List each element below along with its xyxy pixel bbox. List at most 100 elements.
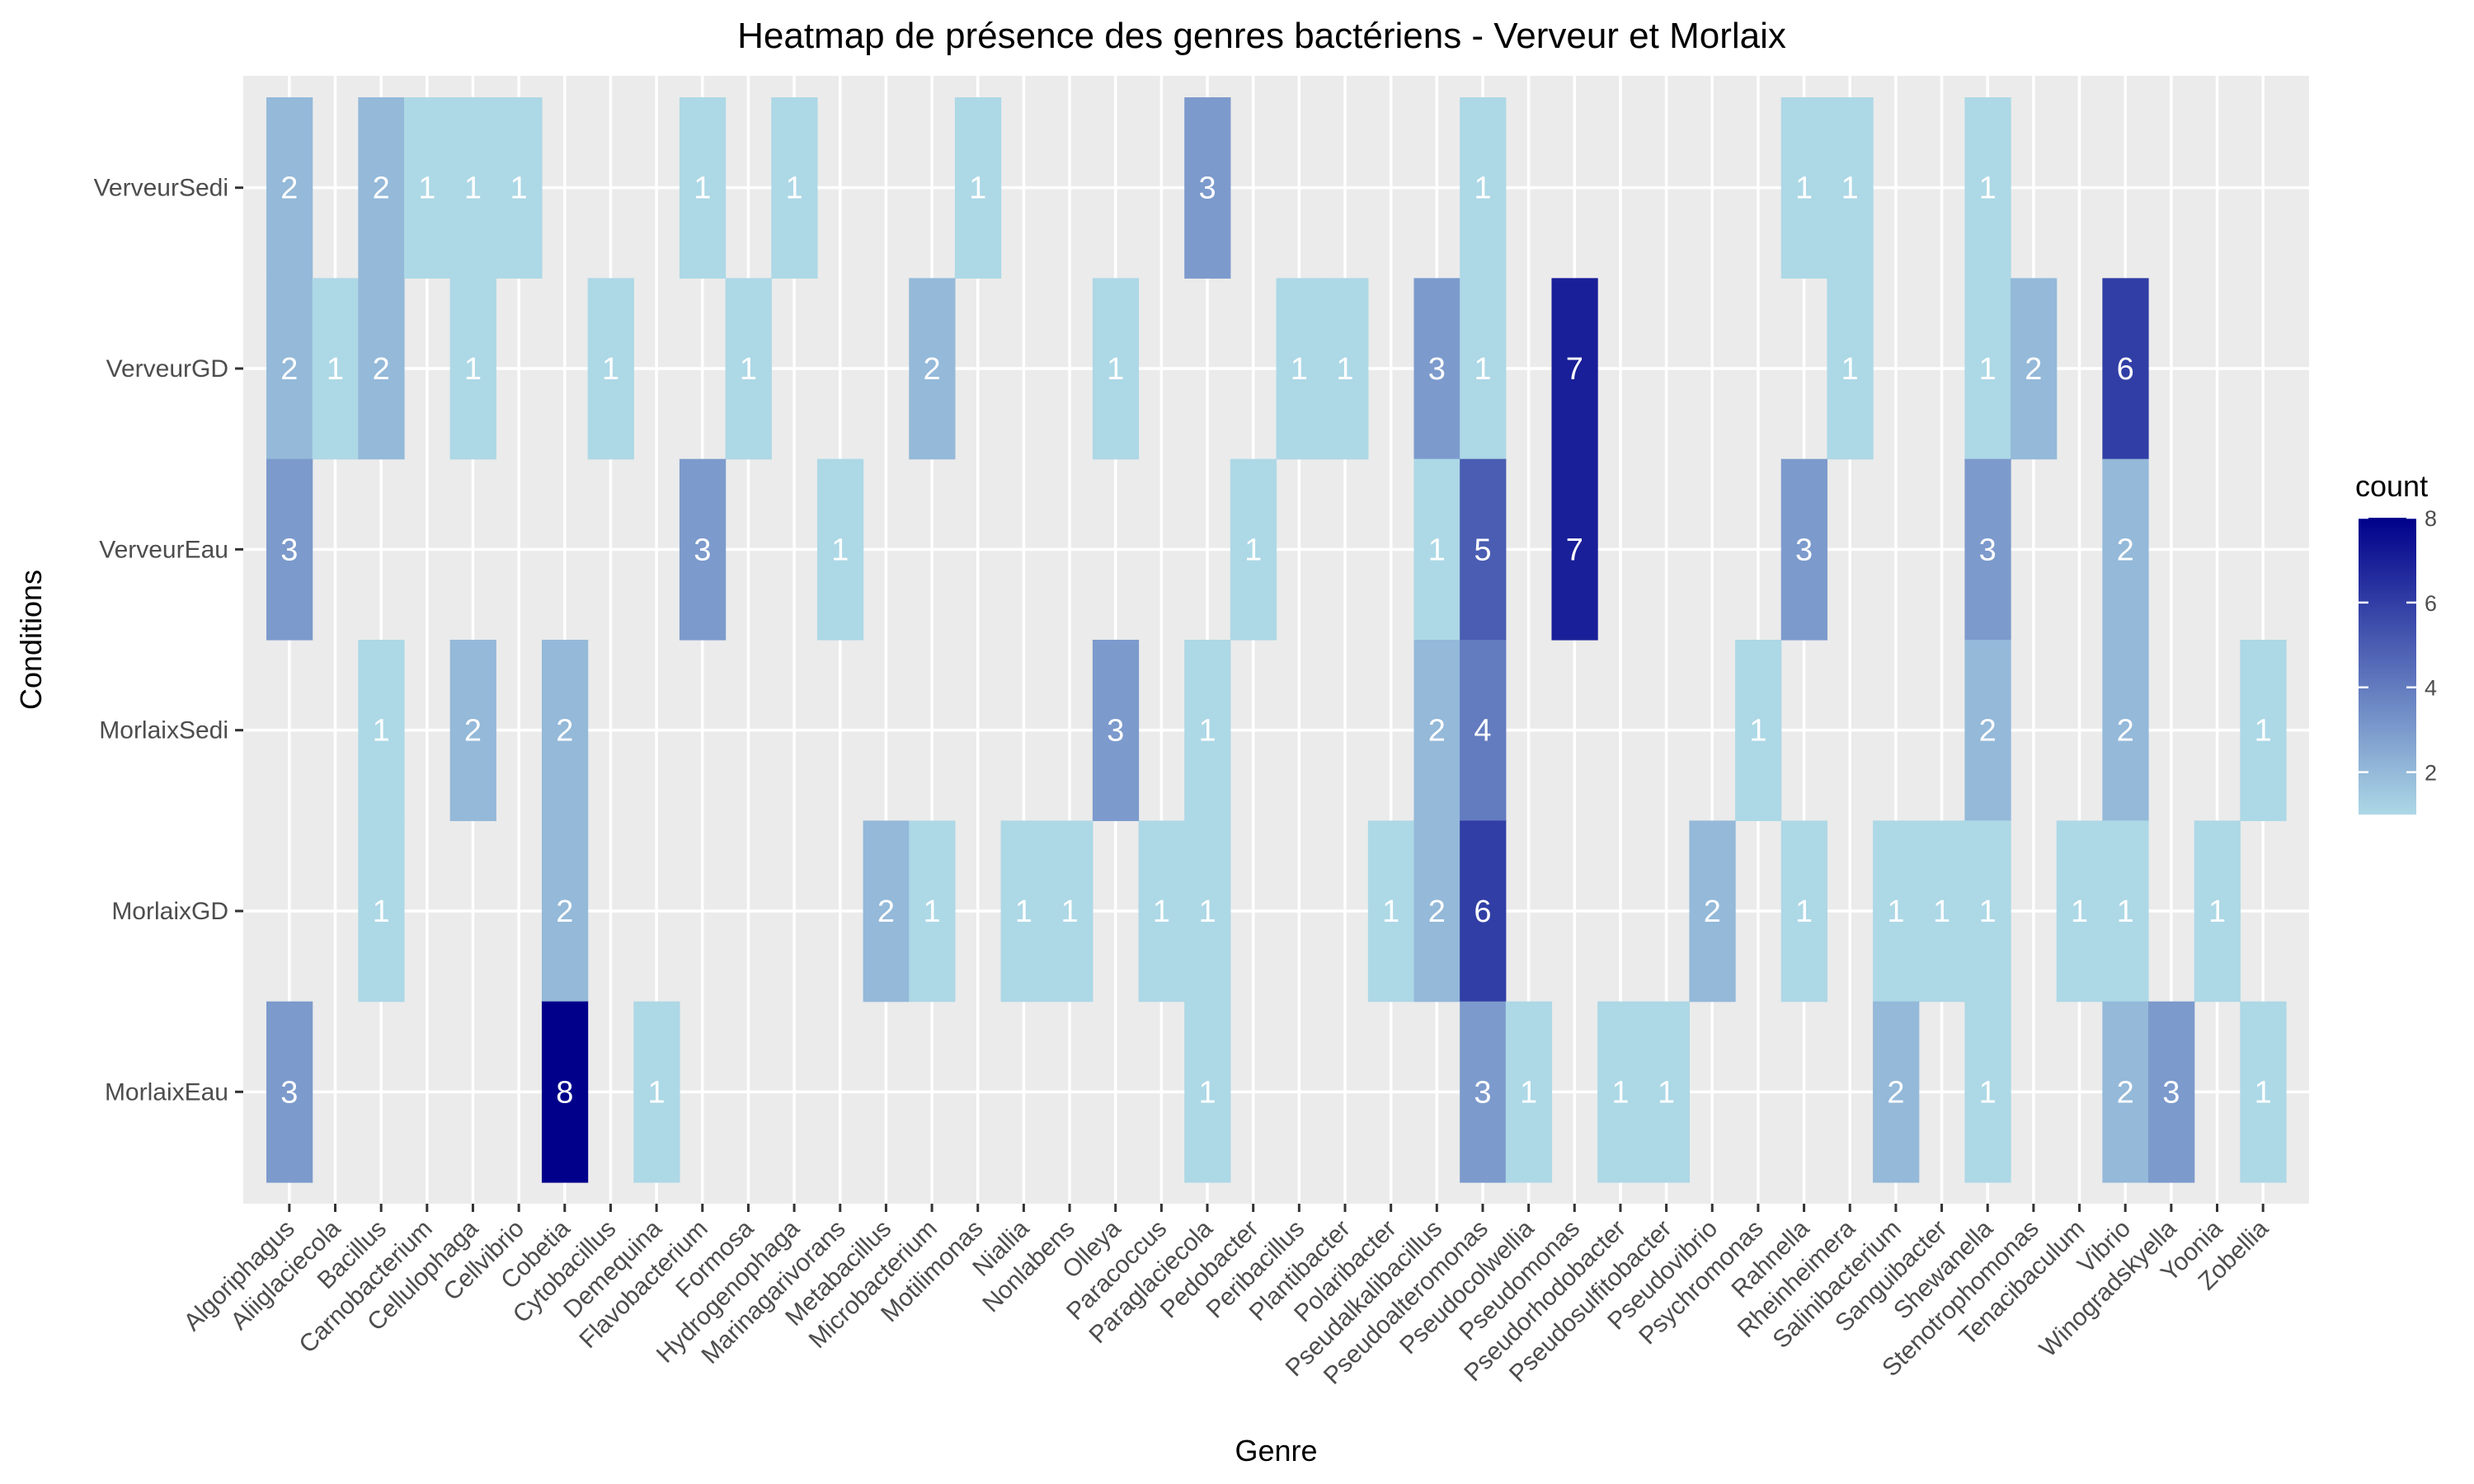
heatmap-cell: [1460, 640, 1507, 821]
cell-value-label: 1: [1291, 352, 1308, 387]
heatmap-cell: [266, 458, 313, 641]
heatmap-cell: [1184, 640, 1231, 821]
heatmap-cell: [266, 1001, 313, 1183]
heatmap-cell: [1964, 820, 2011, 1003]
cell-value-label: 1: [373, 714, 390, 749]
cell-value-label: 1: [1198, 714, 1216, 749]
heatmap-cell: [1460, 1001, 1507, 1183]
heatmap-cell: [1092, 278, 1140, 460]
cell-value-label: 1: [1979, 352, 1997, 387]
heatmap-cell: [1184, 1001, 1231, 1183]
x-axis-title: Genre: [1235, 1434, 1317, 1468]
heatmap-cell: [2102, 1001, 2149, 1183]
heatmap-cell: [1735, 640, 1782, 821]
cell-value-label: 1: [464, 171, 482, 206]
y-axis-title: Conditions: [14, 570, 48, 710]
cell-value-label: 6: [1474, 895, 1491, 929]
cell-value-label: 5: [1474, 533, 1491, 567]
heatmap-cell: [1827, 278, 1874, 460]
heatmap-cell: [1230, 458, 1277, 641]
cell-value-label: 3: [1198, 171, 1216, 206]
heatmap-cell: [909, 820, 956, 1003]
heatmap-cell: [1780, 97, 1828, 279]
heatmap-cell: [1460, 97, 1507, 279]
cell-value-label: 1: [1933, 895, 1950, 929]
cell-value-label: 1: [1428, 533, 1446, 567]
heatmap-cell: [2194, 820, 2241, 1003]
heatmap-cell: [1092, 640, 1140, 821]
cell-value-label: 1: [1198, 895, 1216, 929]
cell-value-label: 1: [1658, 1075, 1675, 1110]
heatmap-cell: [679, 458, 727, 641]
cell-value-label: 3: [1428, 352, 1446, 387]
cell-value-label: 1: [418, 171, 435, 206]
heatmap-cell: [358, 278, 405, 460]
heatmap-cell: [2011, 278, 2058, 460]
cell-value-label: 1: [2255, 1075, 2272, 1110]
cell-value-label: 1: [464, 352, 482, 387]
heatmap-cell: [1873, 820, 1920, 1003]
cell-value-label: 2: [1428, 895, 1446, 929]
heatmap-cell: [909, 278, 956, 460]
heatmap-cell: [449, 97, 496, 279]
cell-value-label: 1: [1107, 352, 1124, 387]
heatmap-cell: [449, 640, 496, 821]
heatmap-cell: [541, 640, 589, 821]
cell-value-label: 1: [1382, 895, 1399, 929]
legend-tick-label: 6: [2425, 591, 2437, 616]
cell-value-label: 1: [1336, 352, 1353, 387]
cell-value-label: 2: [556, 895, 573, 929]
cell-value-label: 1: [1474, 352, 1491, 387]
cell-value-label: 1: [1520, 1075, 1537, 1110]
cell-value-label: 1: [1795, 171, 1813, 206]
cell-value-label: 3: [1979, 533, 1997, 567]
heatmap-cell: [1964, 278, 2011, 460]
y-tick-label: MorlaixSedi: [99, 717, 228, 744]
y-tick-label: MorlaixGD: [111, 898, 228, 925]
legend-tick-label: 2: [2425, 761, 2437, 786]
cell-value-label: 1: [1611, 1075, 1629, 1110]
heatmap-cell: [1827, 97, 1874, 279]
cell-value-label: 2: [1979, 714, 1997, 749]
heatmap-cell: [1918, 820, 1965, 1003]
heatmap-cell: [449, 278, 496, 460]
heatmap-cell: [541, 1001, 589, 1183]
cell-value-label: 4: [1474, 714, 1491, 749]
y-tick-label: VerveurEau: [99, 536, 228, 563]
cell-value-label: 8: [556, 1075, 573, 1110]
cell-value-label: 7: [1566, 533, 1583, 567]
heatmap-cell: [1460, 458, 1507, 641]
heatmap-cell: [1413, 278, 1460, 460]
cell-value-label: 3: [2162, 1075, 2180, 1110]
heatmap-cell: [2102, 820, 2149, 1003]
heatmap-cell: [403, 97, 451, 279]
cell-value-label: 1: [831, 533, 849, 567]
y-tick-label: VerveurSedi: [94, 175, 228, 202]
heatmap-cell: [1780, 820, 1828, 1003]
cell-value-label: 1: [327, 352, 344, 387]
cell-value-label: 1: [1153, 895, 1170, 929]
cell-value-label: 6: [2117, 352, 2134, 387]
heatmap-cell: [358, 97, 405, 279]
y-tick-label: VerveurGD: [106, 355, 228, 383]
heatmap-cell: [1460, 278, 1507, 460]
cell-value-label: 3: [1107, 714, 1124, 749]
heatmap-cell: [816, 458, 864, 641]
cell-value-label: 1: [2255, 714, 2272, 749]
cell-value-label: 2: [464, 714, 482, 749]
cell-value-label: 1: [969, 171, 986, 206]
heatmap-cell: [1689, 820, 1736, 1003]
heatmap-cell: [1276, 278, 1323, 460]
cell-value-label: 3: [1474, 1075, 1491, 1110]
heatmap-cell: [1138, 820, 1185, 1003]
heatmap-cell: [1367, 820, 1415, 1003]
cell-value-label: 2: [923, 352, 940, 387]
legend-ticks: 2 4 6 8: [2359, 506, 2437, 786]
cell-value-label: 1: [1795, 895, 1813, 929]
heatmap-cell: [496, 97, 543, 279]
cell-value-label: 3: [280, 533, 298, 567]
cell-value-label: 1: [510, 171, 528, 206]
heatmap-cell: [1413, 820, 1460, 1003]
cell-value-label: 2: [280, 352, 298, 387]
